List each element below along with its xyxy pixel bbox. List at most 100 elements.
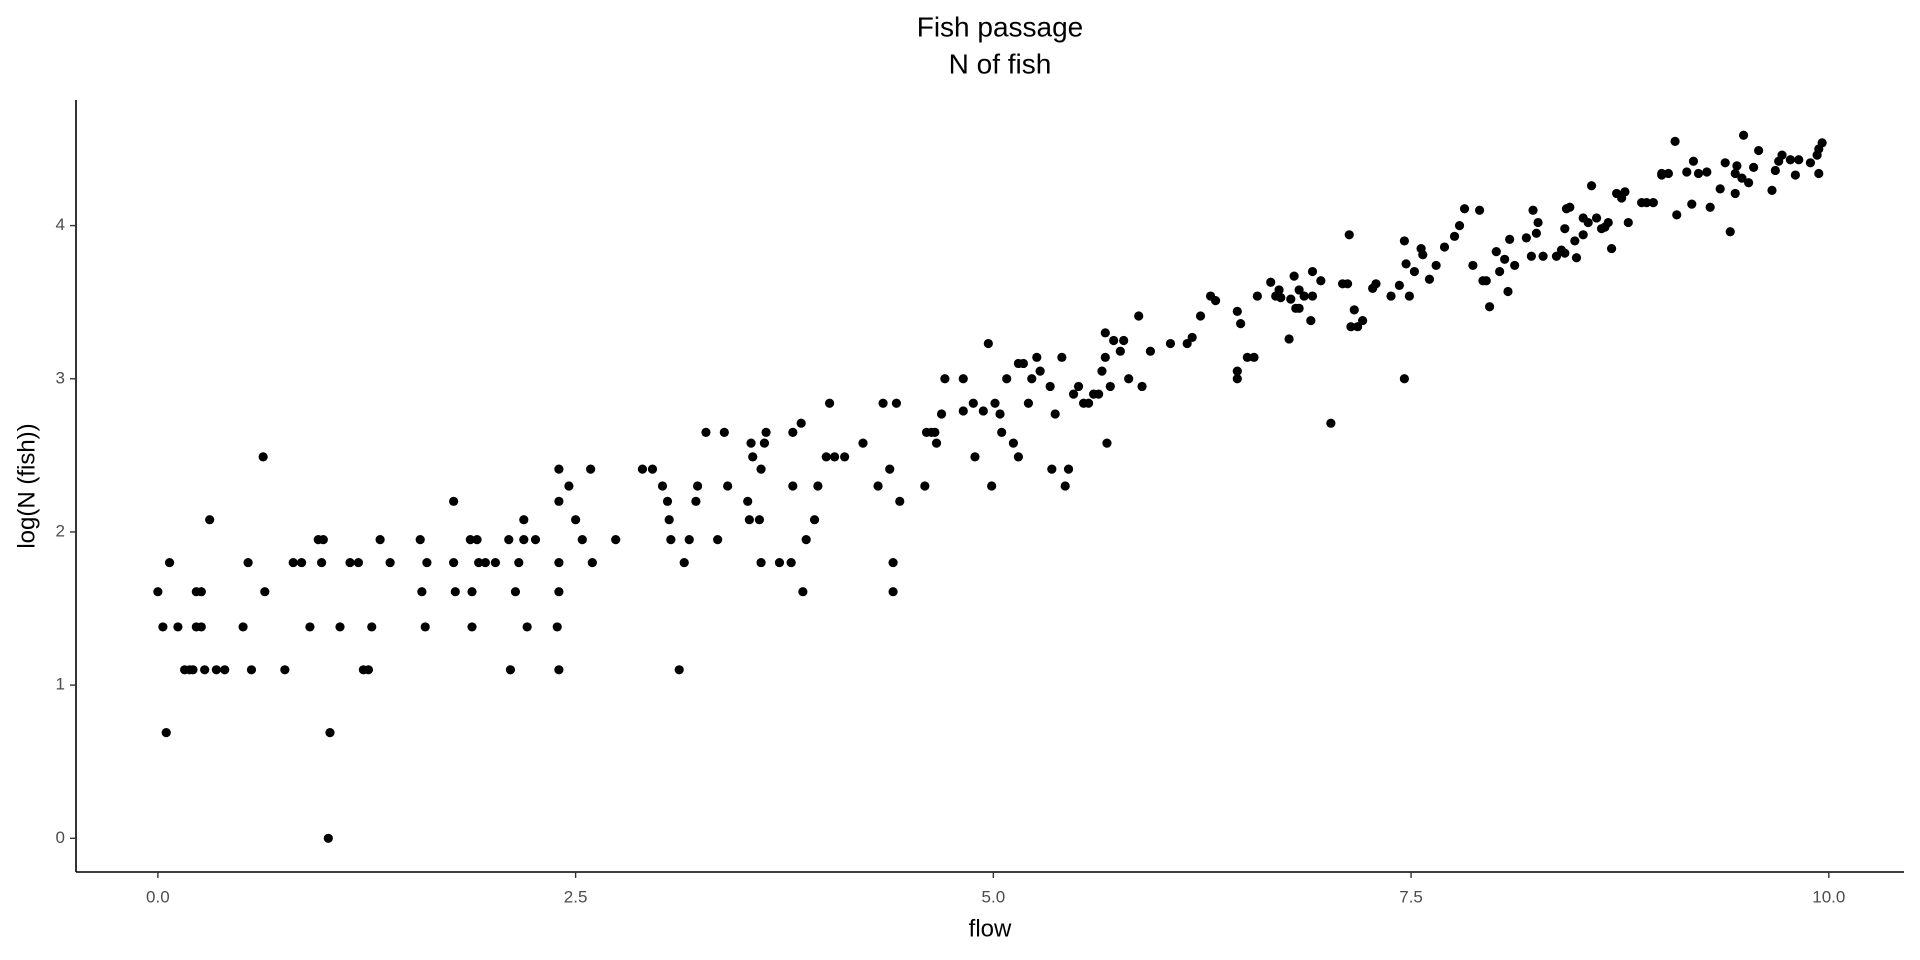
point bbox=[1349, 305, 1359, 315]
point bbox=[1560, 224, 1570, 234]
point bbox=[970, 452, 980, 462]
point bbox=[761, 427, 771, 437]
point bbox=[519, 535, 529, 545]
point bbox=[1500, 254, 1510, 264]
point bbox=[1565, 202, 1575, 212]
point bbox=[684, 535, 694, 545]
point bbox=[1236, 319, 1246, 329]
point bbox=[637, 464, 648, 474]
point bbox=[657, 481, 668, 491]
point bbox=[1035, 366, 1045, 376]
point bbox=[1274, 285, 1284, 295]
point bbox=[586, 464, 596, 474]
point bbox=[200, 665, 210, 675]
x-tick-label: 7.5 bbox=[1399, 887, 1423, 906]
point bbox=[1404, 291, 1415, 301]
point bbox=[449, 557, 459, 568]
point bbox=[1459, 204, 1470, 214]
point bbox=[353, 557, 363, 568]
point bbox=[1777, 150, 1787, 160]
point bbox=[759, 438, 770, 448]
point bbox=[467, 622, 477, 632]
point bbox=[840, 452, 850, 462]
y-tick-label: 2 bbox=[56, 521, 65, 540]
point bbox=[930, 427, 940, 437]
point bbox=[1770, 165, 1780, 176]
point bbox=[1744, 178, 1754, 188]
point bbox=[1137, 381, 1147, 392]
point bbox=[1570, 236, 1580, 246]
point bbox=[1307, 266, 1318, 277]
point bbox=[1276, 292, 1286, 303]
point bbox=[873, 481, 883, 491]
point bbox=[554, 464, 564, 474]
point bbox=[647, 464, 658, 474]
point bbox=[1187, 332, 1197, 343]
chart-subtitle: N of fish bbox=[949, 48, 1052, 79]
point bbox=[1342, 279, 1353, 289]
point bbox=[983, 338, 993, 349]
point bbox=[161, 728, 171, 738]
point bbox=[746, 438, 756, 448]
point bbox=[1008, 438, 1018, 448]
point bbox=[385, 557, 395, 568]
point bbox=[554, 557, 564, 568]
point bbox=[1023, 398, 1034, 408]
point bbox=[465, 535, 475, 545]
point bbox=[505, 665, 516, 675]
point bbox=[719, 427, 729, 437]
point bbox=[519, 515, 529, 525]
point bbox=[674, 665, 684, 675]
point bbox=[1195, 311, 1206, 321]
point bbox=[530, 535, 541, 545]
point bbox=[679, 557, 689, 568]
point bbox=[260, 587, 270, 597]
point bbox=[1431, 260, 1441, 271]
point bbox=[1620, 187, 1630, 197]
point bbox=[1399, 374, 1409, 384]
point bbox=[205, 515, 215, 525]
point bbox=[288, 557, 298, 568]
point bbox=[1439, 242, 1450, 252]
point bbox=[1294, 285, 1304, 295]
point bbox=[246, 665, 257, 675]
point bbox=[1050, 409, 1060, 419]
point bbox=[504, 535, 514, 545]
point bbox=[211, 665, 221, 675]
point bbox=[1145, 346, 1156, 356]
point bbox=[243, 557, 253, 568]
point bbox=[1284, 334, 1294, 344]
point bbox=[1289, 271, 1299, 281]
point bbox=[1002, 374, 1012, 384]
point bbox=[1242, 352, 1252, 362]
point bbox=[1068, 389, 1079, 399]
point bbox=[490, 557, 501, 568]
point bbox=[1134, 311, 1144, 321]
point bbox=[888, 557, 898, 568]
point bbox=[1571, 253, 1582, 263]
point bbox=[510, 587, 521, 597]
point bbox=[1603, 217, 1613, 228]
point bbox=[1790, 170, 1800, 180]
point bbox=[798, 587, 808, 597]
y-tick-label: 4 bbox=[56, 215, 65, 234]
point bbox=[318, 535, 328, 545]
point bbox=[1371, 279, 1381, 289]
point bbox=[968, 398, 978, 408]
point bbox=[1738, 130, 1749, 140]
point bbox=[1326, 418, 1336, 428]
point bbox=[813, 481, 823, 491]
point bbox=[830, 452, 840, 462]
point bbox=[1299, 291, 1309, 301]
point bbox=[1485, 302, 1495, 312]
point bbox=[1047, 464, 1057, 474]
point bbox=[1109, 335, 1119, 346]
point bbox=[1115, 346, 1125, 356]
point bbox=[375, 535, 385, 545]
point bbox=[788, 427, 798, 437]
point bbox=[1316, 276, 1326, 286]
point bbox=[1505, 234, 1515, 244]
point bbox=[1358, 315, 1368, 326]
point bbox=[1551, 251, 1562, 261]
